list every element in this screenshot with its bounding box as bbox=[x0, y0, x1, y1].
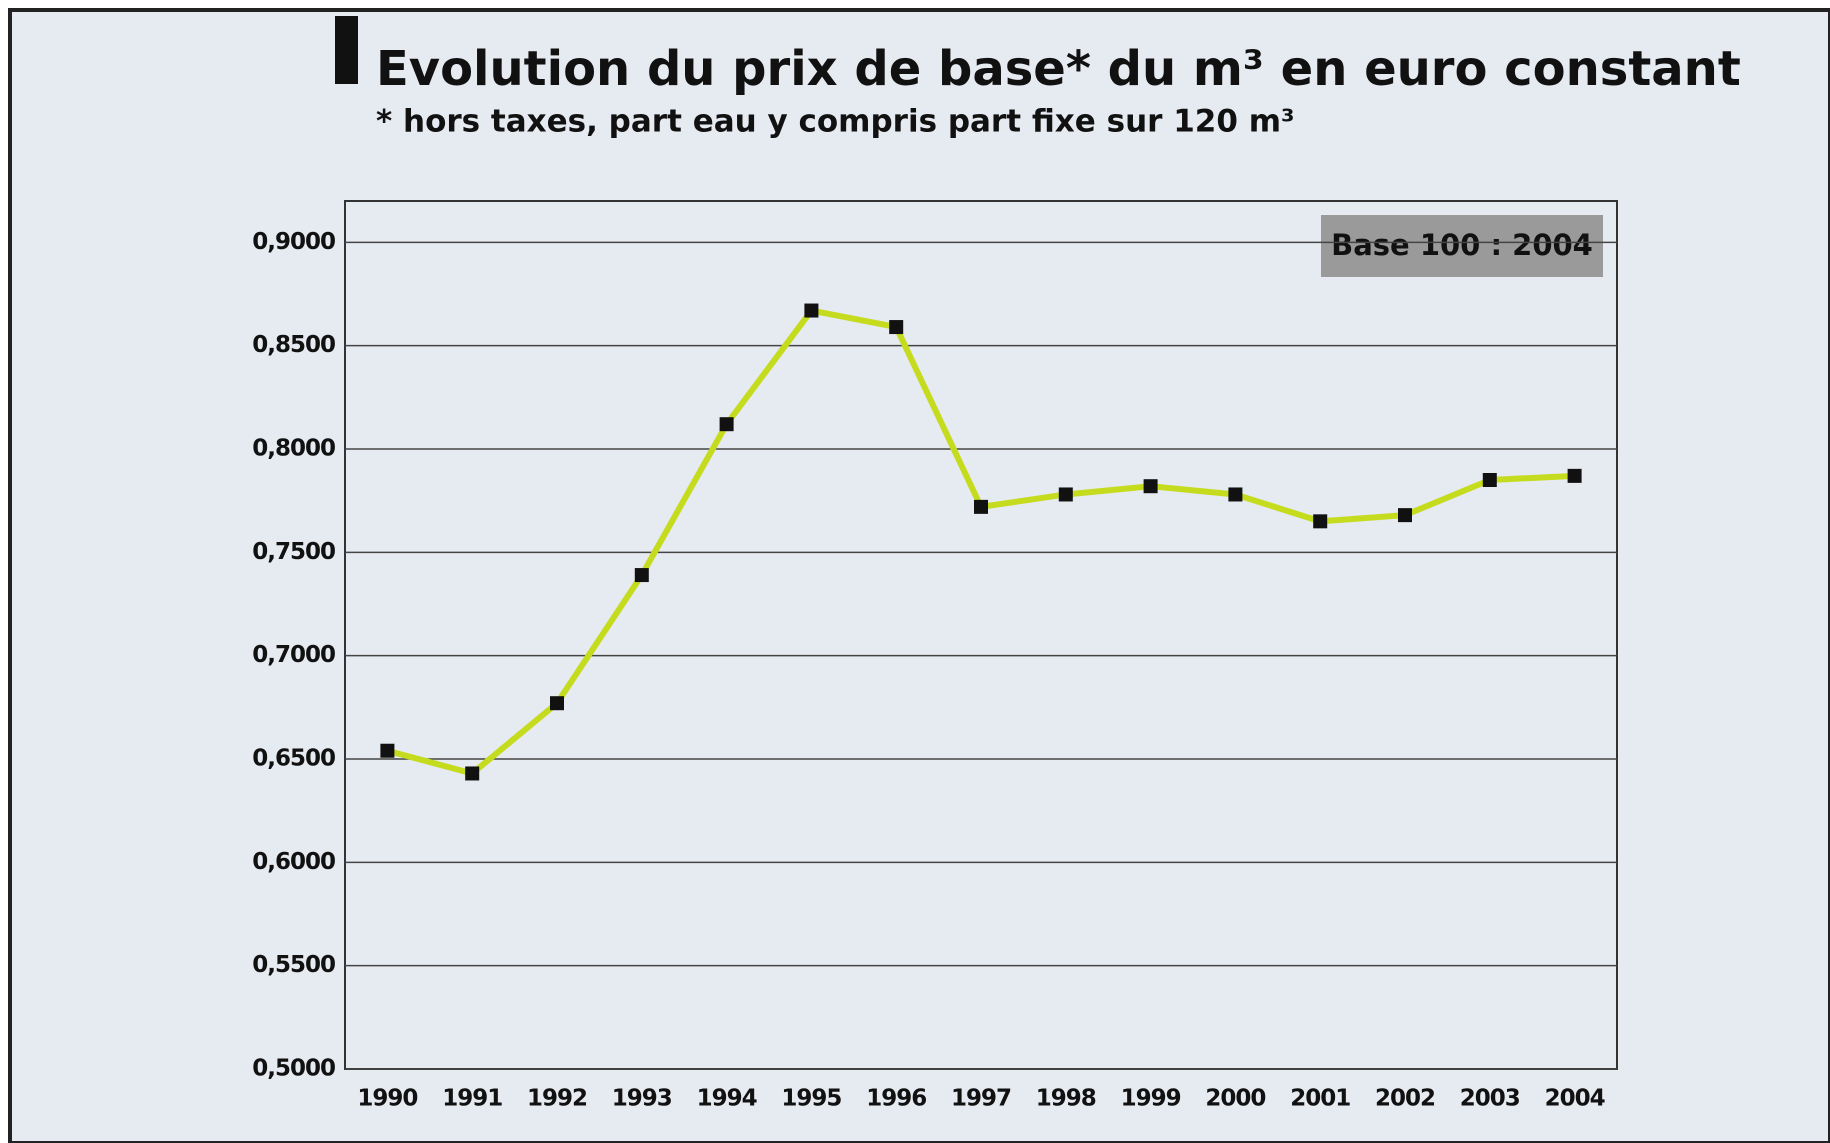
y-tick-label: 0,6500 bbox=[252, 746, 335, 772]
marker bbox=[889, 320, 904, 335]
annotation-box bbox=[1321, 215, 1603, 277]
x-tick-label: 1992 bbox=[527, 1086, 587, 1112]
marker bbox=[1058, 487, 1073, 502]
x-tick-label: 2000 bbox=[1205, 1086, 1265, 1112]
x-tick-label: 1994 bbox=[697, 1086, 757, 1112]
marker bbox=[719, 417, 734, 432]
x-tick-label: 1990 bbox=[357, 1086, 417, 1112]
x-tick-label: 1996 bbox=[866, 1086, 926, 1112]
x-tick-label: 2004 bbox=[1545, 1086, 1605, 1112]
y-tick-label: 0,9000 bbox=[252, 229, 335, 255]
x-tick-label: 1999 bbox=[1121, 1086, 1181, 1112]
title-marker bbox=[335, 16, 358, 84]
marker bbox=[380, 743, 395, 758]
annotation: Base 100 : 2004 bbox=[1331, 228, 1593, 262]
marker bbox=[634, 568, 649, 583]
chart-title: Evolution du prix de base* du m³ en euro… bbox=[376, 41, 1741, 97]
y-tick-label: 0,5000 bbox=[252, 1056, 335, 1082]
marker bbox=[1313, 514, 1328, 529]
marker bbox=[804, 303, 819, 318]
marker bbox=[1398, 508, 1412, 523]
marker bbox=[1143, 479, 1158, 494]
x-tick-label: 1993 bbox=[612, 1086, 672, 1112]
background bbox=[8, 8, 1830, 1143]
marker bbox=[1567, 468, 1582, 483]
x-tick-label: 1991 bbox=[442, 1086, 502, 1112]
y-tick-label: 0,5500 bbox=[252, 952, 335, 978]
y-tick-label: 0,8500 bbox=[252, 332, 335, 358]
x-tick-label: 2003 bbox=[1460, 1086, 1520, 1112]
marker bbox=[550, 696, 564, 711]
x-tick-label: 2001 bbox=[1290, 1086, 1350, 1112]
y-tick-label: 0,7000 bbox=[252, 642, 335, 668]
marker bbox=[974, 499, 988, 514]
x-tick-label: 1995 bbox=[781, 1086, 841, 1112]
marker bbox=[465, 766, 480, 781]
y-tick-label: 0,8000 bbox=[252, 436, 335, 462]
x-tick-label: 1998 bbox=[1036, 1086, 1096, 1112]
marker bbox=[1482, 473, 1497, 487]
x-tick-label: 2002 bbox=[1375, 1086, 1435, 1112]
y-tick-label: 0,7500 bbox=[252, 539, 335, 565]
x-tick-label: 1997 bbox=[951, 1086, 1011, 1112]
chart-subtitle: * hors taxes, part eau y compris part fi… bbox=[376, 104, 1295, 140]
y-tick-label: 0,6000 bbox=[252, 849, 335, 875]
marker bbox=[1228, 487, 1243, 502]
